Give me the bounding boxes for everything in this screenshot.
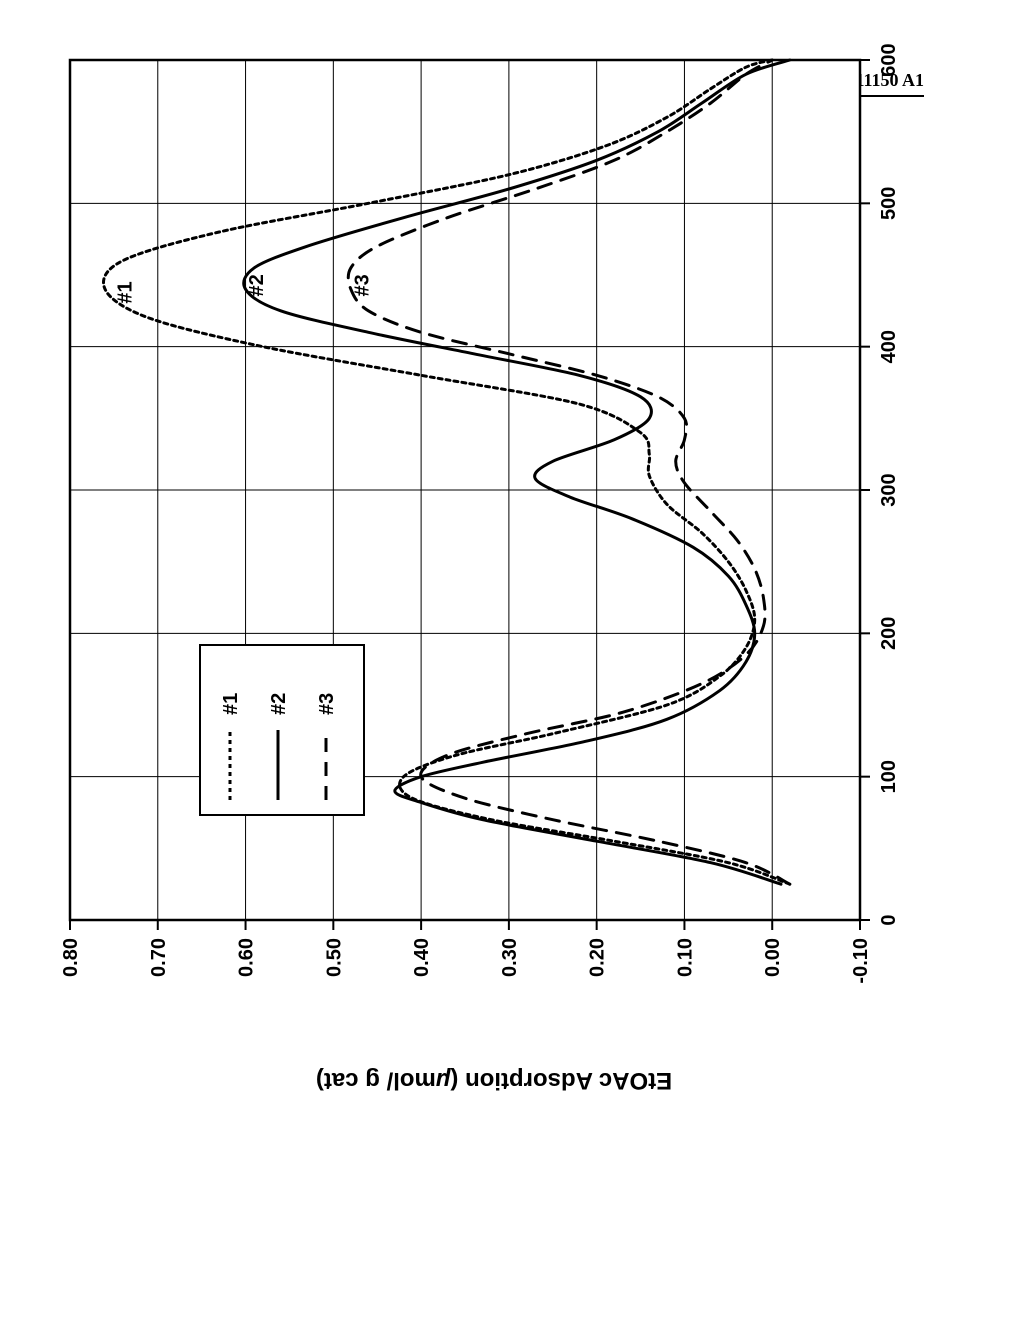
chart-area: EtOAc Adsorption (μmol/ g cat) 010020030… <box>40 330 1024 1030</box>
svg-text:400: 400 <box>878 330 900 363</box>
svg-text:200: 200 <box>878 617 900 650</box>
svg-text:-0.10: -0.10 <box>850 938 872 984</box>
svg-text:0.00: 0.00 <box>762 938 784 977</box>
svg-text:#2: #2 <box>246 274 268 296</box>
svg-text:0.60: 0.60 <box>236 938 258 977</box>
svg-text:0.50: 0.50 <box>323 938 345 977</box>
chart-svg: 0 100 200 300 400 500 600 -0.10 0.00 0.10 0.20 0.30… <box>40 30 940 1030</box>
figure-panel: FIG. 1 EtOAc Adsorption (μmol/ g cat) 01… <box>30 330 1024 1030</box>
svg-text:0.40: 0.40 <box>411 938 433 977</box>
svg-text:0.10: 0.10 <box>674 938 696 977</box>
svg-text:0.30: 0.30 <box>499 938 521 977</box>
svg-text:#3: #3 <box>316 693 338 715</box>
svg-text:0: 0 <box>878 914 900 925</box>
svg-text:#2: #2 <box>268 693 290 715</box>
svg-text:0.20: 0.20 <box>587 938 609 977</box>
svg-text:600: 600 <box>878 43 900 76</box>
svg-text:#1: #1 <box>114 281 136 303</box>
y-axis-label: EtOAc Adsorption (μmol/ g cat) <box>294 1066 694 1094</box>
svg-text:500: 500 <box>878 187 900 220</box>
svg-text:300: 300 <box>878 473 900 506</box>
svg-text:0.70: 0.70 <box>148 938 170 977</box>
svg-text:#3: #3 <box>351 274 373 296</box>
svg-text:100: 100 <box>878 760 900 793</box>
svg-text:0.80: 0.80 <box>60 938 82 977</box>
svg-text:#1: #1 <box>220 693 242 715</box>
